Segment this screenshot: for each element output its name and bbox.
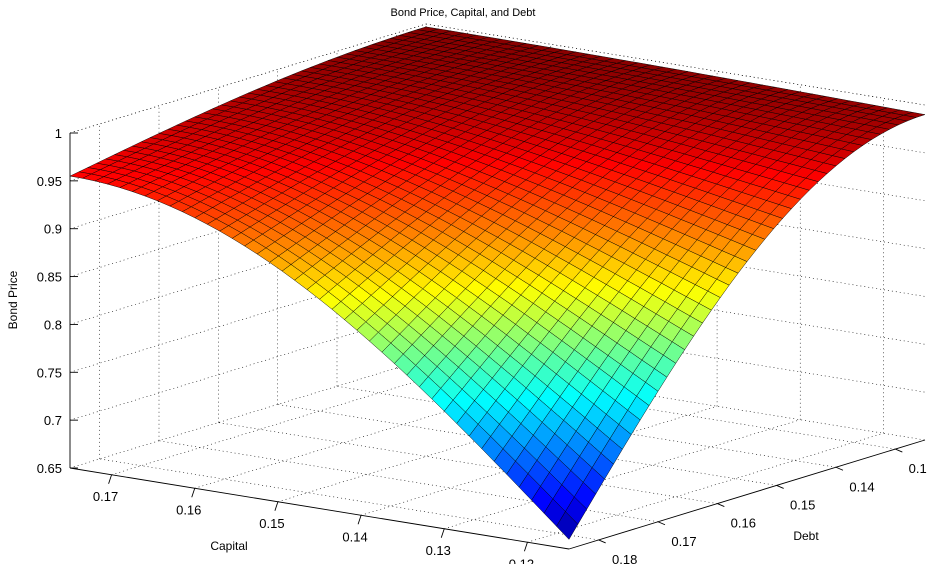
chart-title: Bond Price, Capital, and Debt: [391, 7, 536, 19]
x-tick-label: 0.16: [176, 502, 201, 517]
y-tick-mark: [776, 485, 784, 489]
z-axis-label: Bond Price: [6, 270, 20, 329]
y-tick-label: 0.14: [849, 479, 874, 494]
y-tick-label: 0.18: [612, 552, 637, 564]
z-tick-label: 0.9: [44, 222, 62, 237]
surface-patch: [556, 511, 579, 540]
surface-mesh: [69, 26, 926, 540]
z-tick-label: 1: [55, 126, 62, 141]
x-tick-mark: [274, 501, 279, 511]
x-tick-mark: [357, 515, 362, 525]
x-tick-label: 0.13: [426, 543, 451, 558]
z-tick-label: 0.95: [37, 174, 62, 189]
z-tick-label: 0.75: [37, 365, 62, 380]
x-tick-label: 0.14: [342, 529, 367, 544]
y-axis-line: [568, 439, 926, 550]
x-tick-mark: [440, 528, 445, 538]
y-tick-mark: [895, 448, 903, 453]
x-tick-label: 0.12: [509, 556, 534, 564]
y-grid-line: [99, 458, 599, 541]
x-axis-line: [69, 467, 570, 550]
y-tick-mark: [657, 521, 666, 526]
z-tick-label: 0.7: [44, 413, 62, 428]
x-tick-label: 0.17: [93, 489, 118, 504]
box-edge: [425, 23, 926, 106]
z-tick-label: 0.8: [44, 317, 62, 332]
x-tick-mark: [191, 488, 196, 498]
x-tick-mark: [523, 542, 528, 552]
y-tick-label: 0.13: [909, 461, 927, 476]
y-tick-mark: [717, 503, 725, 507]
y-tick-label: 0.15: [790, 497, 815, 512]
axes: [69, 132, 926, 552]
y-tick-label: 0.17: [671, 534, 696, 549]
y-tick-label: 0.16: [731, 516, 756, 531]
x-tick-label: 0.15: [259, 516, 284, 531]
y-tick-mark: [835, 466, 844, 471]
z-grid-line: [69, 358, 427, 469]
x-axis-label: Capital: [210, 539, 247, 553]
x-tick-mark: [108, 474, 113, 484]
y-tick-mark: [598, 539, 606, 544]
tick-labels: 0.65 0.7 0.75 0.8 0.85 0.9 0.95 1 0.17 0.16 0.15 0.…: [37, 126, 927, 564]
z-tick-label: 0.85: [37, 270, 62, 285]
y-axis-label: Debt: [793, 529, 819, 543]
y-grid-line: [218, 422, 718, 504]
z-tick-label: 0.65: [37, 461, 62, 476]
